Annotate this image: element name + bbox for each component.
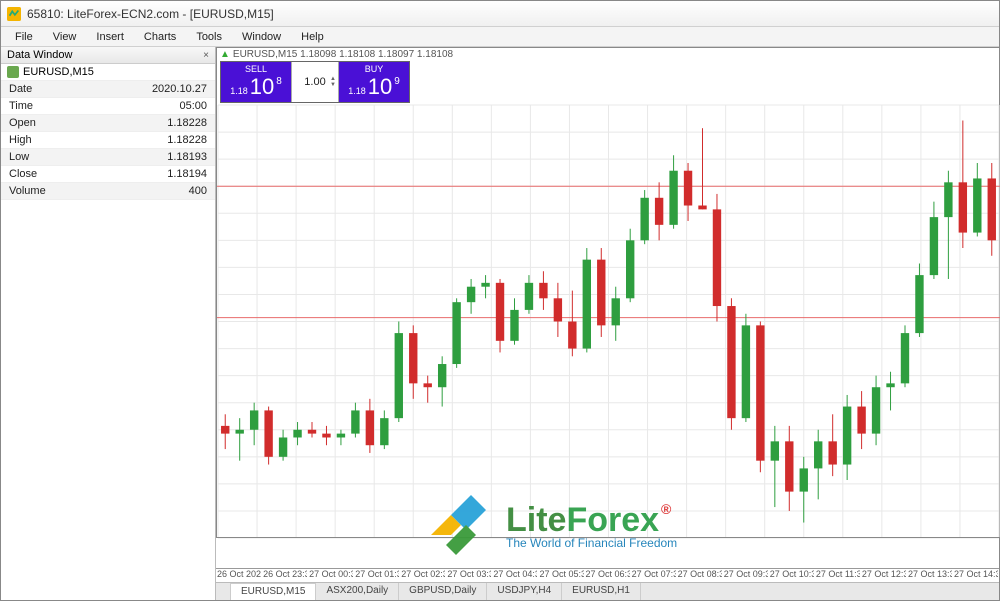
time-axis: 26 Oct 202026 Oct 23:3027 Oct 00:3027 Oc… xyxy=(216,568,999,582)
data-grid: Date2020.10.27Time05:00Open1.18228High1.… xyxy=(1,81,215,200)
logo-mark-icon xyxy=(416,490,506,560)
app-icon xyxy=(7,7,21,21)
time-tick: 27 Oct 12:30 xyxy=(861,569,907,582)
data-label: Close xyxy=(9,168,127,180)
liteforex-logo: LiteForex® The World of Financial Freedo… xyxy=(416,490,677,560)
menu-charts[interactable]: Charts xyxy=(134,29,186,45)
data-row: Time05:00 xyxy=(1,98,215,115)
symbol-icon xyxy=(7,66,19,78)
data-row: Open1.18228 xyxy=(1,115,215,132)
data-label: Volume xyxy=(9,185,127,197)
data-row: Low1.18193 xyxy=(1,149,215,166)
time-tick: 27 Oct 11:30 xyxy=(815,569,861,582)
volume-input[interactable]: 1.00 ▲▼ xyxy=(291,62,339,102)
main-area: Data Window × EURUSD,M15 Date2020.10.27T… xyxy=(1,47,999,600)
data-value: 05:00 xyxy=(127,100,207,112)
time-tick: 27 Oct 04:30 xyxy=(492,569,538,582)
data-value: 400 xyxy=(127,185,207,197)
logo-text: LiteForex® xyxy=(506,501,677,540)
menu-file[interactable]: File xyxy=(5,29,43,45)
time-tick: 27 Oct 14:30 xyxy=(953,569,999,582)
data-window-title: Data Window xyxy=(7,49,72,61)
close-icon[interactable]: × xyxy=(203,50,209,61)
menubar: FileViewInsertChartsToolsWindowHelp xyxy=(1,27,999,47)
sell-button[interactable]: SELL 1.18 10 8 xyxy=(221,62,291,102)
menu-window[interactable]: Window xyxy=(232,29,291,45)
one-click-trade-panel: SELL 1.18 10 8 1.00 ▲▼ BUY 1.18 10 9 xyxy=(220,61,410,103)
time-tick: 26 Oct 2020 xyxy=(216,569,262,582)
time-tick: 27 Oct 02:30 xyxy=(400,569,446,582)
chart-area[interactable]: ▲EURUSD,M15 1.18098 1.18108 1.18097 1.18… xyxy=(216,47,999,600)
chart-tab[interactable]: GBPUSD,Daily xyxy=(399,583,487,600)
window-title: 65810: LiteForex-ECN2.com - [EURUSD,M15] xyxy=(27,7,274,21)
time-tick: 27 Oct 05:30 xyxy=(538,569,584,582)
time-tick: 27 Oct 01:30 xyxy=(354,569,400,582)
data-row: Date2020.10.27 xyxy=(1,81,215,98)
data-value: 2020.10.27 xyxy=(127,83,207,95)
menu-view[interactable]: View xyxy=(43,29,87,45)
chart-info-text: ▲EURUSD,M15 1.18098 1.18108 1.18097 1.18… xyxy=(220,49,453,60)
menu-insert[interactable]: Insert xyxy=(86,29,134,45)
data-value: 1.18193 xyxy=(127,151,207,163)
chart-tab[interactable]: USDJPY,H4 xyxy=(487,583,562,600)
menu-tools[interactable]: Tools xyxy=(186,29,232,45)
data-value: 1.18228 xyxy=(127,134,207,146)
chart-tab[interactable]: EURUSD,H1 xyxy=(562,583,641,600)
time-tick: 27 Oct 08:30 xyxy=(677,569,723,582)
time-tick: 26 Oct 23:30 xyxy=(262,569,308,582)
data-window-header: Data Window × xyxy=(1,47,215,64)
data-row: Volume400 xyxy=(1,183,215,200)
time-tick: 27 Oct 03:30 xyxy=(446,569,492,582)
symbol-label: EURUSD,M15 xyxy=(23,66,94,78)
up-triangle-icon: ▲ xyxy=(220,49,230,60)
buy-button[interactable]: BUY 1.18 10 9 xyxy=(339,62,409,102)
data-row: High1.18228 xyxy=(1,132,215,149)
chart-tab[interactable]: ASX200,Daily xyxy=(316,583,399,600)
chart-tab[interactable]: EURUSD,M15 xyxy=(230,583,316,600)
time-tick: 27 Oct 13:30 xyxy=(907,569,953,582)
data-label: Date xyxy=(9,83,127,95)
symbol-row[interactable]: EURUSD,M15 xyxy=(1,64,215,81)
data-label: High xyxy=(9,134,127,146)
time-tick: 27 Oct 10:30 xyxy=(769,569,815,582)
menu-help[interactable]: Help xyxy=(291,29,334,45)
titlebar: 65810: LiteForex-ECN2.com - [EURUSD,M15] xyxy=(1,1,999,27)
chart-tabs: EURUSD,M15ASX200,DailyGBPUSD,DailyUSDJPY… xyxy=(216,582,999,600)
time-tick: 27 Oct 07:30 xyxy=(631,569,677,582)
data-label: Low xyxy=(9,151,127,163)
data-label: Open xyxy=(9,117,127,129)
data-window-panel: Data Window × EURUSD,M15 Date2020.10.27T… xyxy=(1,47,216,600)
time-tick: 27 Oct 00:30 xyxy=(308,569,354,582)
data-value: 1.18228 xyxy=(127,117,207,129)
logo-slogan: The World of Financial Freedom xyxy=(506,536,677,550)
volume-spinner[interactable]: ▲▼ xyxy=(330,76,336,88)
data-row: Close1.18194 xyxy=(1,166,215,183)
data-value: 1.18194 xyxy=(127,168,207,180)
data-label: Time xyxy=(9,100,127,112)
time-tick: 27 Oct 06:30 xyxy=(585,569,631,582)
time-tick: 27 Oct 09:30 xyxy=(723,569,769,582)
